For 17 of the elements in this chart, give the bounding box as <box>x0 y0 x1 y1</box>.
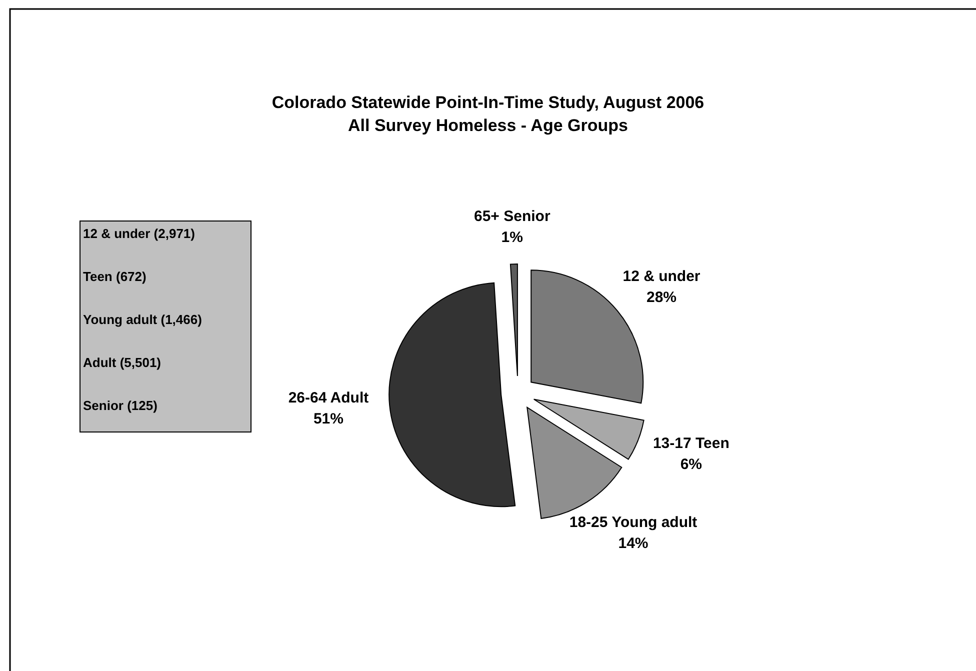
data-label: 1% <box>501 229 523 246</box>
data-label: 6% <box>680 456 702 474</box>
slice-label: 65+ Senior <box>474 208 550 226</box>
text: 12 & under (2,971) <box>83 226 195 241</box>
text: Teen (672) <box>83 269 146 284</box>
chart-subtitle: All Survey Homeless - Age Groups <box>348 116 628 135</box>
data-label: 14% <box>618 535 648 552</box>
text: Adult (5,501) <box>83 355 162 370</box>
chart-title: Colorado Statewide Point-In-Time Study, August 2006 <box>272 93 704 112</box>
data-label: 51% <box>313 410 344 428</box>
slice-label: 13-17 Teen <box>652 435 730 452</box>
slice-label: 18-25 Young adult <box>569 514 698 532</box>
slice-label: 26-64 Adult <box>288 390 369 407</box>
text: Young adult (1,466) <box>83 312 202 327</box>
data-label: 28% <box>646 289 677 306</box>
text: Senior (125) <box>83 398 158 413</box>
slice-label: 12 & under <box>622 268 700 286</box>
